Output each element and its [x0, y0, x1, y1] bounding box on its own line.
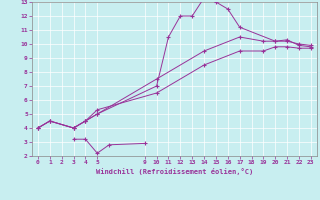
X-axis label: Windchill (Refroidissement éolien,°C): Windchill (Refroidissement éolien,°C): [96, 168, 253, 175]
